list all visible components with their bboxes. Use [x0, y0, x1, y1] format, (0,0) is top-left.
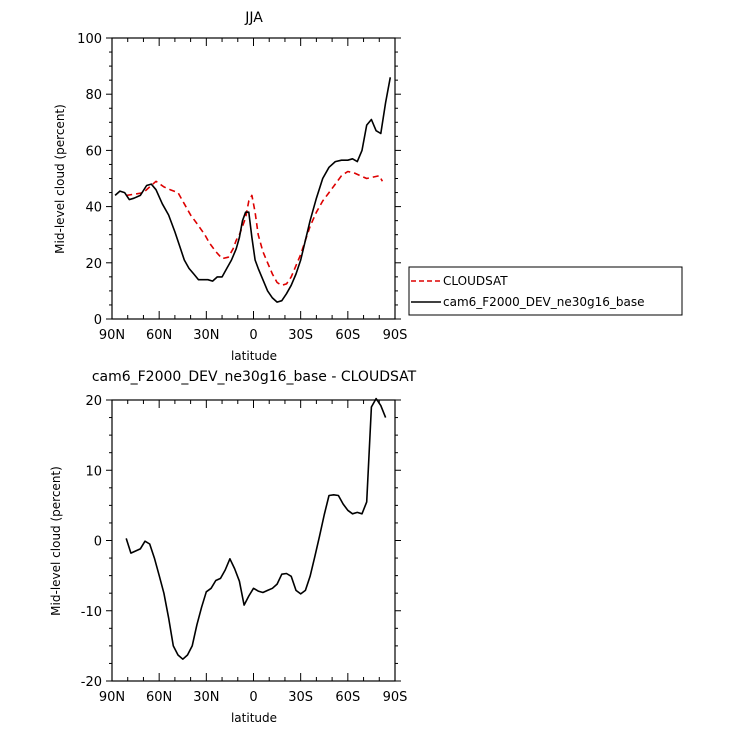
- bottom-ytick-label: 0: [94, 535, 102, 550]
- top-xtick-label: 90S: [383, 328, 408, 343]
- bottom-panel-ylabel: Mid-level cloud (percent): [49, 466, 63, 616]
- bottom-xtick-label: 60S: [335, 690, 360, 705]
- top-panel-ticks: [106, 37, 401, 320]
- bottom-panel-title: cam6_F2000_DEV_ne30g16_base - CLOUDSAT: [92, 369, 417, 385]
- legend-entry-cloudsat: CLOUDSAT: [443, 274, 508, 288]
- top-panel-series: [114, 77, 392, 303]
- bottom-xtick-label: 30S: [288, 690, 313, 705]
- legend: CLOUDSAT cam6_F2000_DEV_ne30g16_base: [408, 266, 683, 316]
- bottom-ytick-label: 20: [85, 394, 102, 409]
- top-xtick-label: 60N: [146, 328, 172, 343]
- top-panel-tick-labels: 90N 60N 30N 0 30S 60S 90S 0 20 40 60 80 100: [77, 32, 407, 343]
- bottom-xtick-label: 60N: [146, 690, 172, 705]
- bottom-ytick-label: -10: [81, 605, 102, 620]
- top-xtick-label: 90N: [99, 328, 125, 343]
- top-panel-ylabel: Mid-level cloud (percent): [53, 104, 67, 254]
- top-series-line-model: [114, 77, 392, 303]
- top-ytick-label: 20: [85, 257, 102, 272]
- bottom-ytick-label: -20: [81, 675, 102, 690]
- bottom-xtick-label: 90N: [99, 690, 125, 705]
- bottom-panel-tick-labels: 90N 60N 30N 0 30S 60S 90S -20 -10 0 10 20: [81, 394, 408, 705]
- bottom-panel-frame: [111, 399, 396, 682]
- top-xtick-label: 60S: [335, 328, 360, 343]
- legend-entry-cam6: cam6_F2000_DEV_ne30g16_base: [443, 295, 645, 309]
- top-panel-xlabel: latitude: [231, 349, 277, 363]
- top-ytick-label: 40: [85, 201, 102, 216]
- top-panel: JJA 90N 60N 30N 0 30S 60S 90S 0 20 40 60 80 100 lati…: [53, 10, 407, 363]
- bottom-panel: cam6_F2000_DEV_ne30g16_base - CLOUDSAT 9…: [49, 369, 417, 725]
- top-xtick-label: 0: [249, 328, 257, 343]
- top-xtick-label: 30S: [288, 328, 313, 343]
- bottom-xtick-label: 90S: [383, 690, 408, 705]
- top-xtick-label: 30N: [193, 328, 219, 343]
- bottom-panel-ticks: [106, 399, 401, 682]
- top-ytick-label: 100: [77, 32, 102, 47]
- bottom-panel-series: [125, 397, 387, 661]
- bottom-xtick-label: 0: [249, 690, 257, 705]
- top-ytick-label: 80: [85, 88, 102, 103]
- top-panel-title: JJA: [244, 10, 263, 26]
- bottom-xtick-label: 30N: [193, 690, 219, 705]
- legend-box: [408, 266, 683, 316]
- bottom-series-line-model: [125, 397, 387, 661]
- bottom-ytick-label: 10: [85, 464, 102, 479]
- top-panel-frame: [111, 37, 396, 320]
- top-ytick-label: 60: [85, 144, 102, 159]
- top-ytick-label: 0: [94, 313, 102, 328]
- bottom-panel-xlabel: latitude: [231, 711, 277, 725]
- top-series-line-cloudsat: [126, 170, 384, 287]
